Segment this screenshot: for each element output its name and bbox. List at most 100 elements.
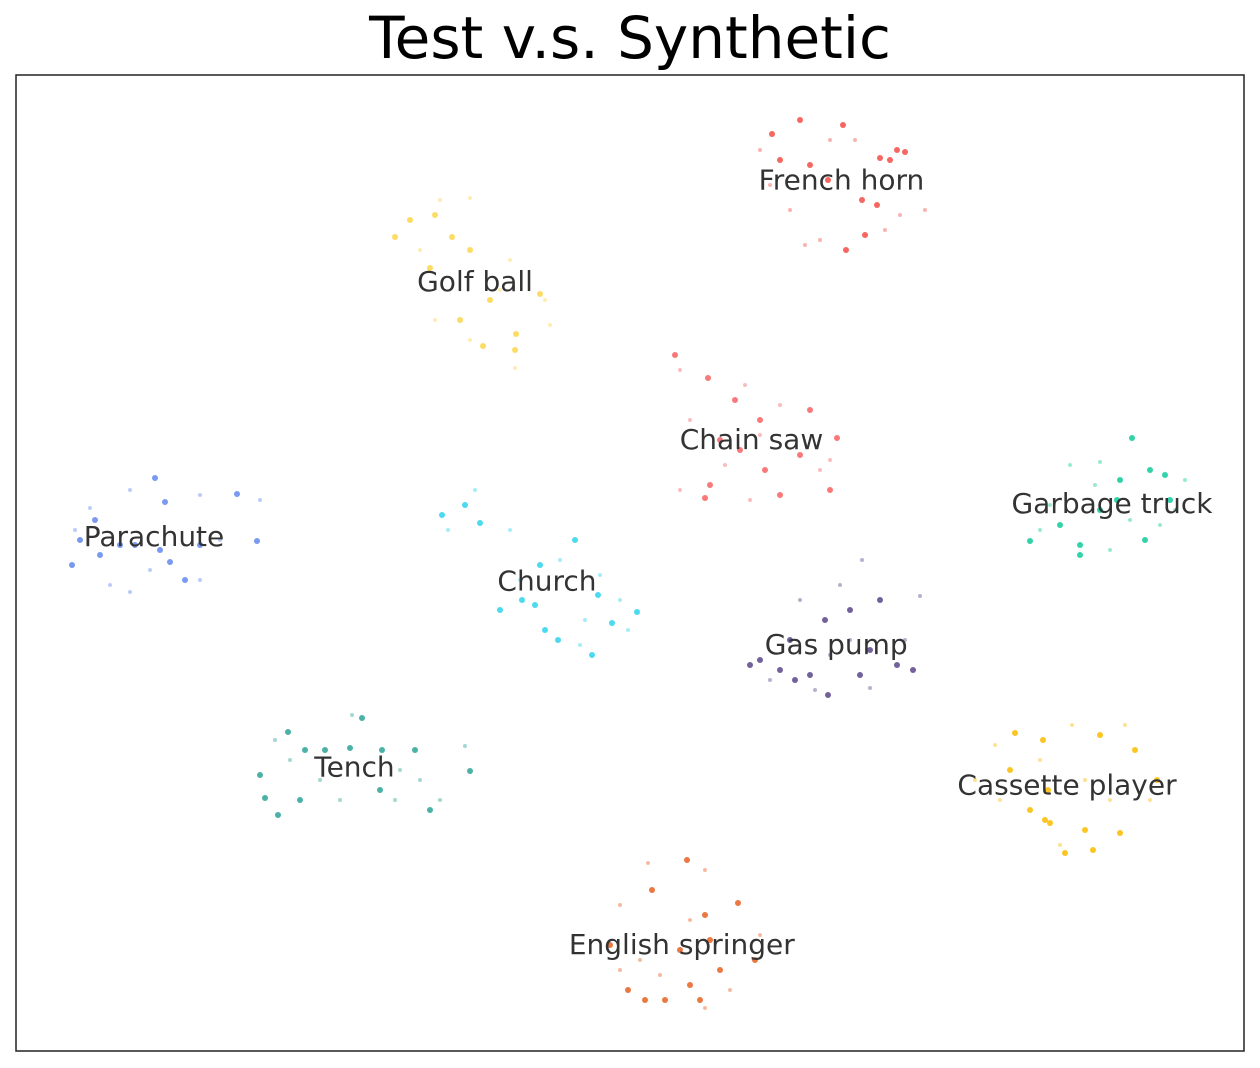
synthetic-point <box>508 258 512 262</box>
test-point <box>857 672 863 678</box>
synthetic-point <box>868 686 872 690</box>
synthetic-point <box>818 238 822 242</box>
test-point <box>825 177 831 183</box>
synthetic-point <box>350 713 354 717</box>
test-point <box>457 317 463 323</box>
test-point <box>1132 747 1138 753</box>
test-point <box>69 562 75 568</box>
test-point <box>275 812 281 818</box>
test-point <box>379 747 385 753</box>
synthetic-point <box>1070 723 1074 727</box>
synthetic-point <box>1173 508 1177 512</box>
synthetic-point <box>583 618 587 622</box>
test-point <box>1027 538 1033 544</box>
test-point <box>684 857 690 863</box>
test-point <box>777 667 783 673</box>
synthetic-point <box>1158 523 1162 527</box>
test-point <box>92 517 98 523</box>
test-point <box>702 495 708 501</box>
test-point <box>859 197 865 203</box>
test-point <box>1142 537 1148 543</box>
cluster-label: Church <box>497 564 596 597</box>
test-point <box>1012 730 1018 736</box>
test-point <box>797 117 803 123</box>
synthetic-point <box>318 778 322 782</box>
synthetic-point <box>258 498 262 502</box>
test-point <box>1077 552 1083 558</box>
test-point <box>532 602 538 608</box>
test-point <box>707 937 713 943</box>
test-point <box>595 592 601 598</box>
synthetic-point <box>813 688 817 692</box>
test-point <box>427 265 433 271</box>
test-point <box>662 997 668 1003</box>
test-point <box>1117 477 1123 483</box>
test-point <box>302 747 308 753</box>
test-point <box>377 787 383 793</box>
synthetic-point <box>798 598 802 602</box>
synthetic-point <box>338 798 342 802</box>
test-point <box>843 247 849 253</box>
test-point <box>702 912 708 918</box>
test-point <box>432 212 438 218</box>
test-point <box>1047 820 1053 826</box>
synthetic-point <box>758 433 762 437</box>
test-point <box>1027 807 1033 813</box>
test-point <box>589 652 595 658</box>
test-point <box>672 352 678 358</box>
test-point <box>117 542 123 548</box>
test-point <box>462 502 468 508</box>
test-point <box>737 447 743 453</box>
cluster-label: English springer <box>569 928 795 961</box>
test-point <box>519 597 525 603</box>
test-point <box>97 552 103 558</box>
test-point <box>1057 522 1063 528</box>
synthetic-point <box>828 138 832 142</box>
test-point <box>449 234 455 240</box>
cluster-label: French horn <box>759 164 925 197</box>
test-point <box>822 617 828 623</box>
synthetic-point <box>513 366 517 370</box>
synthetic-point <box>768 183 772 187</box>
test-point <box>537 562 543 568</box>
test-point <box>705 375 711 381</box>
test-point <box>1077 542 1083 548</box>
test-point <box>634 609 640 615</box>
synthetic-point <box>198 493 202 497</box>
cluster-label: Tench <box>313 751 394 784</box>
test-point <box>197 542 203 548</box>
test-point <box>182 577 188 583</box>
test-point <box>735 900 741 906</box>
cluster-label: Gas pump <box>765 628 908 661</box>
synthetic-point <box>903 638 907 642</box>
synthetic-point <box>1148 798 1152 802</box>
synthetic-point <box>998 798 1002 802</box>
test-point <box>874 202 880 208</box>
test-point <box>427 807 433 813</box>
test-point <box>787 637 793 643</box>
test-point <box>1062 850 1068 856</box>
test-point <box>157 547 163 553</box>
synthetic-point <box>838 583 842 587</box>
test-point <box>887 157 893 163</box>
synthetic-point <box>1098 460 1102 464</box>
synthetic-point <box>1058 843 1062 847</box>
synthetic-point <box>848 638 852 642</box>
test-point <box>867 647 873 653</box>
test-point <box>487 297 493 303</box>
test-point <box>480 343 486 349</box>
test-point <box>747 662 753 668</box>
test-point <box>254 538 260 544</box>
test-point <box>609 620 615 626</box>
test-point <box>697 997 703 1003</box>
synthetic-point <box>1083 778 1087 782</box>
test-point <box>757 417 763 423</box>
test-point <box>1040 737 1046 743</box>
synthetic-point <box>743 383 747 387</box>
test-point <box>797 452 803 458</box>
test-point <box>1097 507 1103 513</box>
chart-title: Test v.s. Synthetic <box>368 4 891 72</box>
test-point <box>262 795 268 801</box>
synthetic-point <box>433 318 437 322</box>
